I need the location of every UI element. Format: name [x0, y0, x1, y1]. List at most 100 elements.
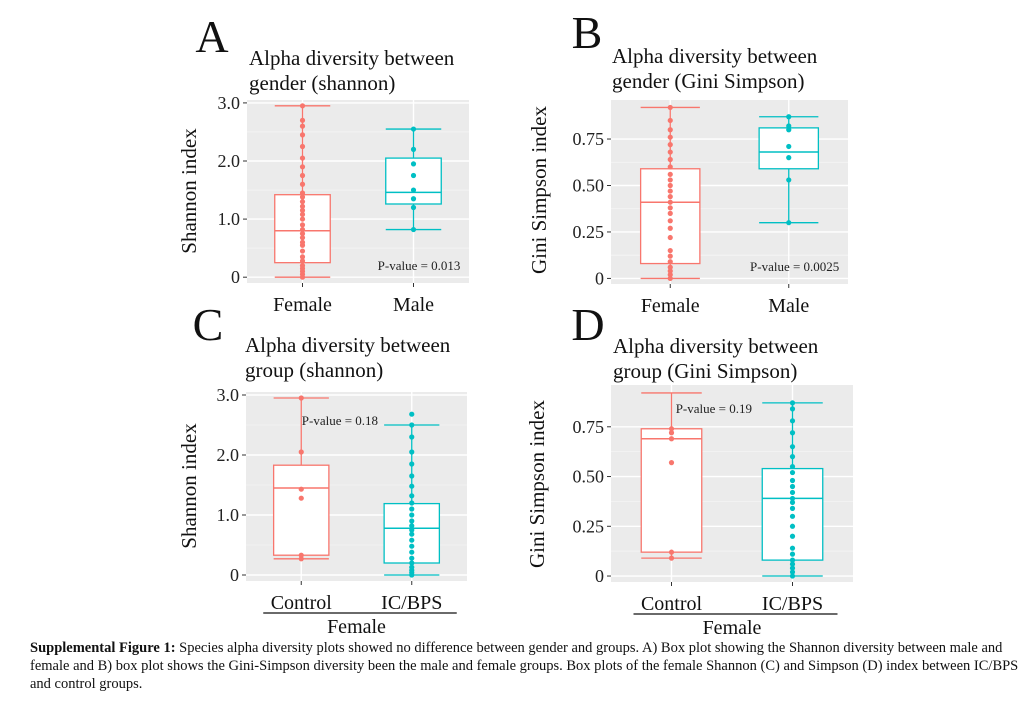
data-point	[667, 210, 673, 216]
data-point	[409, 434, 415, 440]
data-point	[299, 155, 306, 161]
data-point	[667, 104, 673, 111]
data-point	[409, 555, 415, 561]
data-point	[299, 207, 306, 213]
data-point	[789, 513, 796, 519]
data-point	[299, 254, 306, 260]
data-point	[668, 549, 675, 555]
data-point	[789, 477, 796, 484]
box-control	[272, 395, 330, 562]
x-tick-label: IC/BPS	[762, 593, 823, 615]
y-axis-label: Shannon index	[177, 423, 201, 549]
data-point	[299, 194, 306, 200]
x-tick-label: Control	[271, 592, 333, 614]
data-point	[410, 146, 417, 152]
data-point	[409, 411, 415, 417]
x-tick-label: Control	[641, 593, 703, 615]
data-point	[409, 560, 415, 566]
data-point	[409, 512, 415, 518]
y-tick-label: 3.0	[218, 93, 241, 113]
y-tick-label: 1.0	[217, 505, 240, 525]
data-point	[299, 211, 306, 218]
data-point	[298, 556, 304, 562]
data-point	[299, 222, 306, 228]
x-axis-label: Female	[703, 617, 762, 639]
data-point	[789, 499, 796, 506]
data-point	[789, 557, 796, 563]
data-point	[786, 155, 792, 161]
data-point	[410, 187, 417, 193]
data-point	[410, 226, 417, 233]
p-value-annotation: P-value = 0.0025	[750, 259, 839, 274]
data-point	[409, 523, 415, 529]
x-tick-label: IC/BPS	[381, 592, 442, 614]
y-tick-label: 0	[231, 267, 240, 287]
data-point	[667, 164, 673, 170]
data-point	[667, 247, 673, 254]
data-point	[789, 569, 796, 575]
data-point	[409, 461, 415, 467]
data-point	[409, 527, 415, 533]
x-tick-label: Male	[393, 294, 434, 316]
panel-letter: C	[193, 299, 224, 350]
data-point	[667, 156, 673, 163]
data-point	[299, 103, 306, 109]
data-point	[299, 132, 306, 138]
data-point	[409, 473, 415, 479]
caption-label: Supplemental Figure 1:	[30, 640, 176, 656]
x-tick-label: Male	[768, 295, 809, 317]
data-point	[409, 500, 415, 506]
y-axis-label: Shannon index	[177, 128, 201, 254]
chart-title-line: Alpha diversity between	[245, 333, 451, 357]
data-point	[667, 225, 673, 231]
p-value-annotation: P-value = 0.18	[302, 413, 378, 428]
data-point	[410, 161, 417, 167]
data-point	[786, 127, 792, 133]
data-point	[409, 449, 415, 455]
data-point	[299, 235, 306, 241]
box-ic-bps	[761, 400, 824, 579]
data-point	[299, 143, 306, 150]
chart-title-line: gender (Gini Simpson)	[612, 69, 804, 93]
data-point	[409, 549, 415, 555]
data-point	[789, 505, 796, 511]
data-point	[299, 164, 306, 170]
box-female	[639, 104, 701, 282]
data-point	[668, 426, 675, 432]
data-point	[667, 149, 673, 155]
data-point	[299, 239, 306, 245]
y-axis-label: Gini Simpson index	[525, 399, 549, 568]
data-point	[298, 449, 304, 455]
data-point	[786, 114, 792, 120]
box-female	[274, 103, 331, 280]
y-tick-label: 0.50	[573, 467, 605, 487]
data-point	[667, 275, 673, 282]
data-point	[299, 123, 306, 129]
x-axis-label: Female	[327, 616, 386, 638]
data-point	[298, 395, 304, 401]
data-point	[789, 469, 796, 476]
data-point	[667, 171, 673, 177]
chart-title-line: group (Gini Simpson)	[613, 359, 797, 383]
data-point	[299, 258, 306, 264]
y-tick-label: 3.0	[217, 385, 240, 405]
data-point	[667, 218, 673, 224]
data-point	[668, 460, 675, 466]
p-value-annotation: P-value = 0.013	[378, 258, 461, 273]
data-point	[409, 506, 415, 512]
data-point	[298, 486, 304, 492]
box-ic-bps	[383, 411, 441, 578]
data-point	[789, 561, 796, 567]
data-point	[410, 172, 417, 179]
data-point	[299, 117, 306, 123]
data-point	[667, 205, 673, 211]
chart-title-line: gender (shannon)	[249, 71, 395, 95]
data-point	[789, 483, 796, 490]
chart-title-line: Alpha diversity between	[613, 334, 819, 358]
data-point	[298, 495, 304, 501]
data-point	[789, 523, 796, 529]
data-point	[409, 564, 415, 570]
data-point	[667, 127, 673, 133]
data-point	[299, 172, 306, 179]
